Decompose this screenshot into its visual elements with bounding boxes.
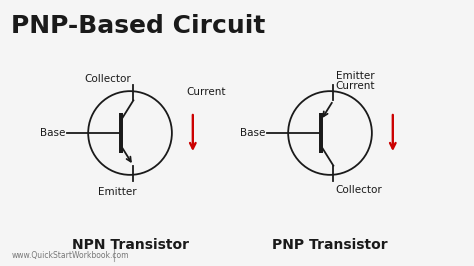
Text: Base: Base	[40, 128, 65, 138]
Text: PNP-Based Circuit: PNP-Based Circuit	[11, 14, 266, 38]
Text: Emitter: Emitter	[98, 186, 137, 197]
Text: Collector: Collector	[84, 74, 131, 84]
Text: Base: Base	[240, 128, 265, 138]
Text: Current: Current	[187, 88, 226, 97]
Text: Collector: Collector	[336, 185, 383, 195]
Text: PNP Transistor: PNP Transistor	[272, 238, 388, 252]
Text: NPN Transistor: NPN Transistor	[72, 238, 189, 252]
Text: Emitter: Emitter	[336, 71, 374, 81]
Text: www.QuickStartWorkbook.com: www.QuickStartWorkbook.com	[11, 251, 129, 260]
Text: Current: Current	[336, 81, 375, 91]
